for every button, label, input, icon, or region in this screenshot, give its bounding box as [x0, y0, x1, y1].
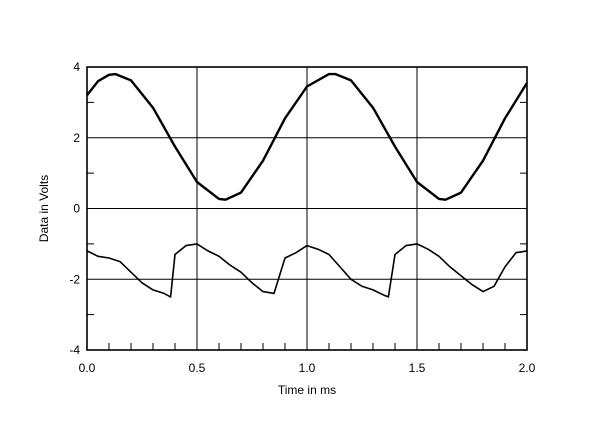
- x-axis-title: Time in ms: [278, 383, 336, 397]
- y-tick-label: -2: [69, 272, 80, 286]
- plot-frame: [86, 66, 528, 351]
- y-axis-title: Data in Volts: [37, 175, 51, 242]
- series-group: [86, 72, 529, 298]
- x-tick-label: 0.5: [189, 361, 206, 375]
- x-tick-label: 1.0: [299, 361, 316, 375]
- grid: [87, 67, 527, 350]
- ticks: [87, 101, 527, 350]
- series-line-1: [86, 72, 529, 201]
- y-tick-label: 0: [73, 202, 80, 216]
- y-tick-label: 4: [73, 60, 80, 74]
- y-tick-label: 2: [73, 131, 80, 145]
- x-tick-label: 0.0: [79, 361, 96, 375]
- series-line-2: [86, 243, 528, 298]
- tick-labels: 0.0 0.5 1.0 1.5 2.0 4 2 0 -2 -4: [69, 60, 535, 375]
- y-tick-label: -4: [69, 343, 80, 357]
- x-tick-label: 1.5: [409, 361, 426, 375]
- x-tick-label: 2.0: [519, 361, 536, 375]
